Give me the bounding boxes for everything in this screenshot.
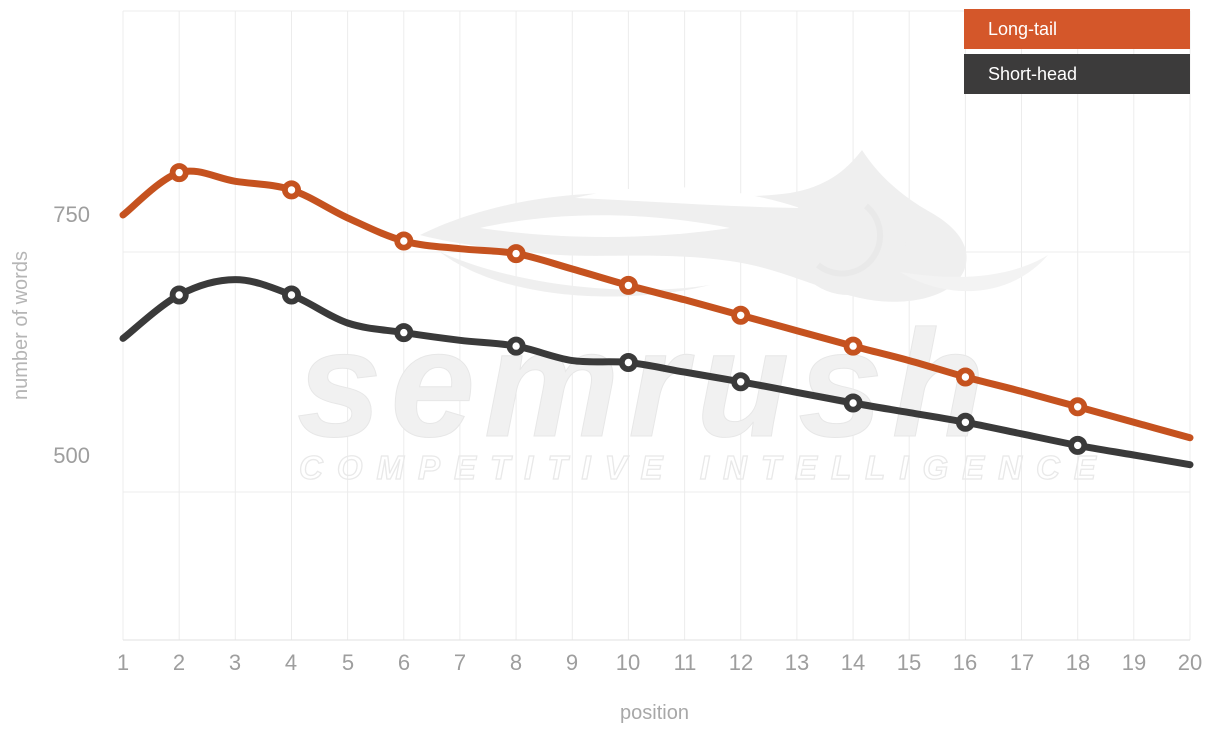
short-head-marker-pos-14 — [843, 393, 863, 413]
x-tick-label-10: 10 — [615, 650, 641, 675]
short-head-marker-pos-10 — [618, 352, 638, 372]
grid-lines — [122, 10, 1191, 641]
short-head-marker-pos-2 — [169, 285, 189, 305]
short-head-marker-pos-4 — [281, 285, 301, 305]
x-tick-label-2: 2 — [172, 650, 186, 675]
short-head-marker-pos-18 — [1068, 435, 1088, 455]
short-head-marker-pos-8 — [506, 336, 526, 356]
long-tail-marker-pos-18 — [1068, 397, 1088, 417]
x-tick-label-5: 5 — [341, 650, 355, 675]
short-head-line — [119, 276, 1194, 469]
x-tick-label-3: 3 — [228, 650, 242, 675]
long-tail-marker-pos-6 — [394, 231, 414, 251]
x-tick-label-20: 20 — [1177, 650, 1203, 675]
x-tick-label-7: 7 — [453, 650, 467, 675]
long-tail-marker-pos-2 — [169, 163, 189, 183]
x-tick-label-8: 8 — [509, 650, 523, 675]
long-tail-marker-pos-10 — [618, 275, 638, 295]
x-tick-label-4: 4 — [284, 650, 298, 675]
legend-item-short-head-label: Short-head — [988, 64, 1078, 84]
x-tick-label-1: 1 — [116, 650, 130, 675]
x-tick-label-15: 15 — [896, 650, 922, 675]
long-tail-marker-pos-16 — [955, 367, 975, 387]
x-tick-label-11: 11 — [673, 650, 697, 675]
short-head-marker-pos-16 — [955, 412, 975, 432]
x-tick-label-17: 17 — [1009, 650, 1035, 675]
long-tail-marker-pos-14 — [843, 336, 863, 356]
x-axis-title: position — [620, 702, 689, 724]
x-tick-label-9: 9 — [565, 650, 579, 675]
x-tick-label-6: 6 — [397, 650, 411, 675]
y-tick-label-500: 500 — [53, 443, 90, 468]
long-tail-marker-pos-12 — [731, 305, 751, 325]
legend-item-long-tail[interactable]: Long-tail — [964, 9, 1190, 49]
x-tick-label-18: 18 — [1065, 650, 1091, 675]
legend-item-long-tail-label: Long-tail — [988, 19, 1058, 39]
short-head-marker-pos-12 — [731, 372, 751, 392]
series-short-head — [119, 276, 1194, 469]
x-tick-label-12: 12 — [728, 650, 754, 675]
short-head-marker-pos-6 — [394, 323, 414, 343]
x-tick-label-16: 16 — [952, 650, 978, 675]
watermark-logo-ring — [790, 179, 906, 295]
legend-item-short-head[interactable]: Short-head — [964, 54, 1190, 94]
y-tick-label-750: 750 — [53, 202, 90, 227]
long-tail-marker-pos-8 — [506, 244, 526, 264]
x-tick-label-19: 19 — [1121, 650, 1147, 675]
watermark-logo-flame — [420, 150, 1048, 302]
long-tail-marker-pos-4 — [281, 180, 301, 200]
series-long-tail — [119, 163, 1194, 442]
watermark-tagline-text: COMPETITIVE INTELLIGENCE — [298, 449, 1110, 486]
y-axis-title: number of words — [10, 251, 32, 400]
x-tick-label-13: 13 — [784, 650, 810, 675]
x-tick-label-14: 14 — [840, 650, 866, 675]
